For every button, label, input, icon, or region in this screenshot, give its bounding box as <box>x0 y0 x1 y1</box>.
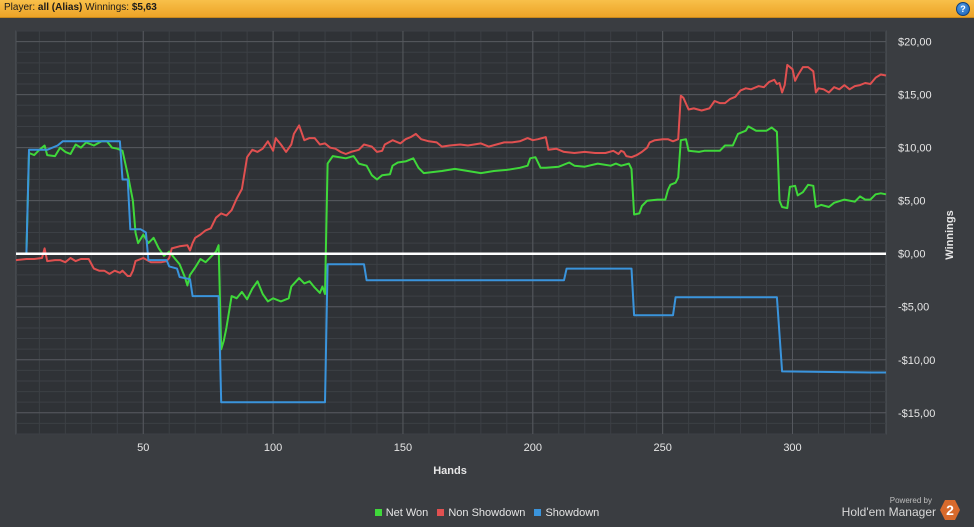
x-tick-label: 200 <box>524 442 542 454</box>
legend-label: Net Won <box>385 507 429 519</box>
legend-item-net-won[interactable]: Net Won <box>374 507 429 519</box>
y-tick-label: $20,00 <box>898 37 932 49</box>
series-line-net-won <box>16 125 887 351</box>
y-axis-title: Winnings <box>944 210 956 259</box>
y-tick-label: $0,00 <box>898 249 926 261</box>
legend-item-showdown[interactable]: Showdown <box>534 507 599 519</box>
y-tick-label: $15,00 <box>898 90 932 102</box>
minor-grid <box>16 30 886 435</box>
legend-label: Showdown <box>545 507 600 519</box>
winnings-label: Winnings: <box>85 2 130 13</box>
legend-swatch <box>374 508 382 516</box>
player-value: all (Alias) <box>37 2 83 13</box>
legend-item-non-showdown[interactable]: Non Showdown <box>437 507 525 519</box>
y-tick-label: -$15,00 <box>898 408 935 420</box>
y-axis-ticks: $20,00 $15,00 $10,00 $5,00 $0,00 -$5,00 -$10,0… <box>898 37 935 420</box>
legend-swatch <box>437 508 445 516</box>
y-tick-label: -$5,00 <box>898 302 929 314</box>
legend-label: Non Showdown <box>448 507 526 519</box>
hm2-logo-icon: 2 <box>940 500 960 520</box>
x-tick-label: 250 <box>653 442 671 454</box>
x-tick-label: 150 <box>394 442 412 454</box>
player-label: Player: <box>4 2 36 13</box>
legend-swatch <box>534 508 542 516</box>
x-axis-ticks: 50 100 150 200 250 300 <box>137 442 802 454</box>
help-icon[interactable]: ? <box>956 2 970 16</box>
y-tick-label: -$10,00 <box>898 355 935 367</box>
major-grid <box>16 31 886 434</box>
title-bar: Player: all (Alias) Winnings: $5,63 ? <box>0 0 974 18</box>
x-tick-label: 50 <box>137 442 149 454</box>
brand-name: Hold'em Manager <box>841 505 936 519</box>
winnings-graph: 50 100 150 200 250 300 $20,00 $15,00 $10,00 $5,0… <box>15 30 956 477</box>
series-line-showdown <box>16 140 886 404</box>
x-axis-title: Hands <box>433 465 467 477</box>
series-line-non-showdown <box>15 63 887 277</box>
series-layer <box>15 63 887 404</box>
player-summary: Player: all (Alias) Winnings: $5,63 <box>4 2 157 13</box>
x-tick-label: 100 <box>264 442 282 454</box>
winnings-value: $5,63 <box>131 2 157 13</box>
legend: Net Won Non Showdown Showdown <box>0 507 974 519</box>
x-tick-label: 300 <box>783 442 801 454</box>
y-tick-label: $5,00 <box>898 196 926 208</box>
powered-by-label: Powered by <box>889 496 932 505</box>
y-tick-label: $10,00 <box>898 143 932 155</box>
